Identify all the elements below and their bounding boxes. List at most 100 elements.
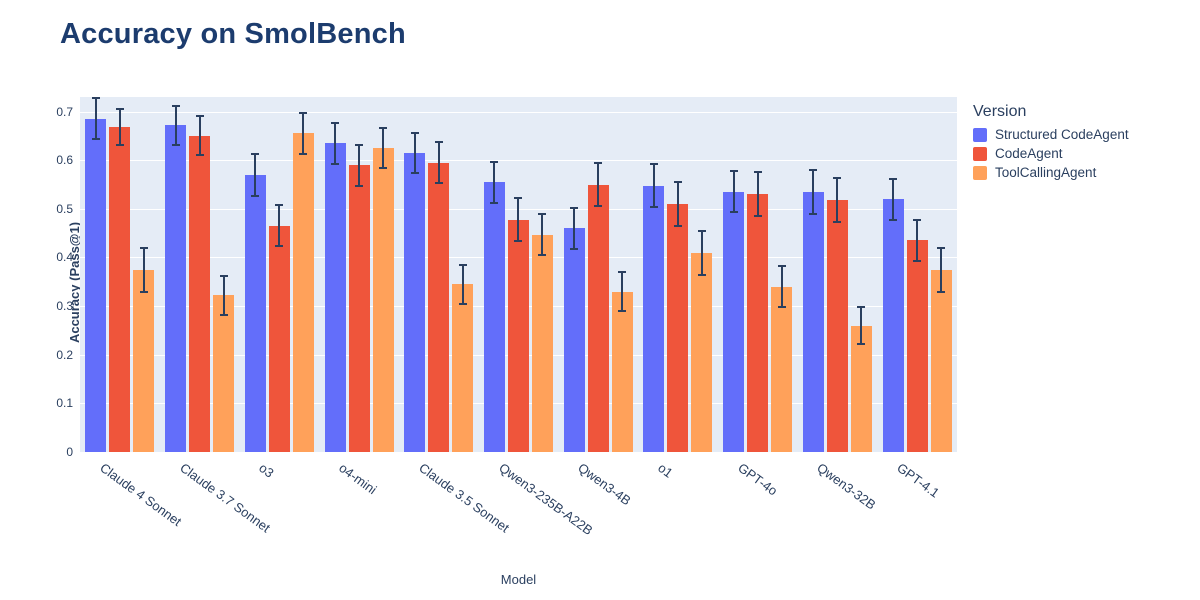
bar[interactable] [324,121,346,452]
bar[interactable] [189,115,211,452]
y-tick-label: 0.1 [56,396,73,411]
y-tick-label: 0 [66,445,73,459]
error-bar-cap-bottom [857,343,866,346]
error-bar-cap-bottom [538,254,547,257]
error-bar-cap-bottom [777,306,786,309]
bar[interactable] [428,141,450,452]
error-bar-cap-top [171,104,180,107]
error-bar-cap-top [833,177,842,180]
gridline [80,160,957,162]
error-bar-cap-top [729,170,738,173]
bar[interactable] [531,213,553,452]
error-bar-cap-top [115,108,124,111]
error-bar-cap-top [219,274,228,277]
bar[interactable] [691,229,713,452]
bar[interactable] [771,265,793,452]
error-bar-cap-top [410,131,419,134]
bar[interactable] [85,97,107,452]
error-bar [573,207,576,249]
bar[interactable] [452,263,474,452]
bar[interactable] [587,161,609,452]
legend-item[interactable]: CodeAgent [973,146,1129,161]
bar[interactable] [930,246,952,452]
bar[interactable] [747,171,769,452]
error-bar-cap-bottom [434,182,443,185]
y-tick-label: 0.3 [56,299,73,314]
error-bar [142,247,145,292]
error-bar-cap-bottom [355,184,364,187]
bar-group [877,97,957,452]
bar[interactable] [906,219,928,452]
error-bar [413,132,416,174]
error-bar-cap-bottom [649,206,658,209]
error-bar-cap-top [753,171,762,174]
bar[interactable] [643,162,665,452]
legend-item[interactable]: ToolCallingAgent [973,165,1129,180]
bar[interactable] [213,274,235,452]
bar[interactable] [372,126,394,452]
error-bar-cap-top [434,141,443,144]
error-bar-cap-bottom [331,162,340,165]
error-bar [493,161,496,203]
bar[interactable] [826,177,848,452]
error-bar-cap-top [139,246,148,249]
error-bar-cap-top [538,213,547,216]
legend-item[interactable]: Structured CodeAgent [973,127,1129,142]
error-bar-cap-top [490,160,499,163]
legend-swatch-icon [973,146,987,161]
error-bar-cap-top [331,121,340,124]
error-bar-cap-top [275,204,284,207]
x-tick-label: o4-mini [336,460,380,498]
bar-group [558,97,638,452]
bar[interactable] [667,181,689,452]
bar[interactable] [850,306,872,452]
bar[interactable] [109,108,131,452]
error-bar-cap-bottom [594,205,603,208]
bar[interactable] [268,204,290,452]
y-tick-label: 0.2 [56,347,73,362]
error-bar-cap-top [777,265,786,268]
y-tick-label: 0.7 [56,104,73,119]
bar[interactable] [133,246,155,452]
legend-label: CodeAgent [995,146,1063,161]
bar[interactable] [292,112,314,452]
error-bar [278,205,281,247]
error-bar-cap-bottom [490,201,499,204]
bar[interactable] [611,271,633,452]
error-bar-cap-top [889,177,898,180]
legend-label: ToolCallingAgent [995,165,1097,180]
bar[interactable] [165,104,187,452]
error-bar-cap-bottom [833,220,842,223]
legend-title: Version [973,103,1027,120]
legend: Version Structured CodeAgent CodeAgent Too… [973,103,1129,184]
x-axis-title: Model [500,572,537,587]
error-bar [517,197,520,242]
bar[interactable] [507,196,529,452]
error-bar-cap-bottom [809,212,818,215]
error-bar [652,163,655,208]
error-bar [334,122,337,164]
bar[interactable] [483,160,505,452]
bar[interactable] [244,152,266,452]
error-bar [461,264,464,304]
error-bar-cap-bottom [889,218,898,221]
x-tick-label: Qwen3-32B [814,460,879,513]
error-bar-cap-top [937,246,946,249]
error-bar-cap-bottom [171,143,180,146]
bar[interactable] [723,170,745,452]
bar[interactable] [404,131,426,452]
legend-swatch-icon [973,165,987,180]
bar[interactable] [882,177,904,452]
bar[interactable] [348,143,370,452]
y-tick-label: 0.4 [56,250,73,265]
error-bar-cap-top [594,161,603,164]
error-bar [198,116,201,156]
error-bar-cap-top [673,181,682,184]
bar[interactable] [563,206,585,452]
x-tick-label: GPT-4.1 [894,460,943,501]
bar[interactable] [802,168,824,452]
plot-area [80,97,957,452]
error-bar [812,169,815,214]
error-bar-cap-top [649,162,658,165]
